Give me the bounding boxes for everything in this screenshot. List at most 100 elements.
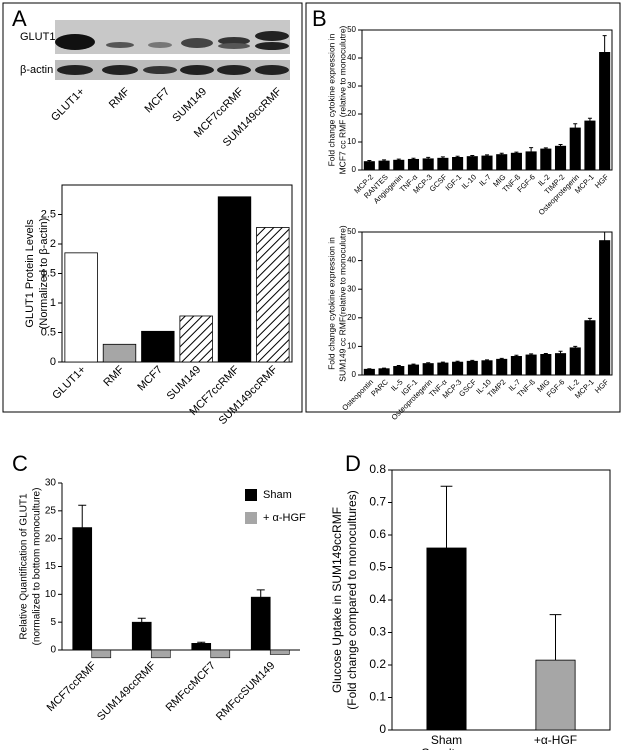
bar: [481, 360, 493, 376]
x-tick-label: SUM149ccRMF: [95, 659, 159, 723]
lane-label: GLUT1+: [49, 86, 87, 124]
bar: [393, 159, 405, 171]
y-tick-label: 0: [50, 645, 56, 656]
error-bar: [411, 363, 416, 365]
error-bar: [382, 159, 387, 162]
error-bar: [78, 504, 87, 528]
panel-label: C: [12, 451, 28, 476]
y-tick-label: 0: [352, 370, 357, 379]
y-axis-label: (Normalized to β-actin): [38, 218, 50, 329]
bar: [496, 358, 508, 376]
x-tick-label: PARC: [369, 377, 390, 398]
y-tick-label: 2: [50, 238, 56, 250]
y-tick-label: 0.4: [369, 592, 386, 606]
bar: [510, 356, 522, 376]
y-axis-label: Glucose Uptake in SUM149ccRMF: [330, 507, 344, 693]
legend-swatch: [245, 512, 257, 524]
error-bar: [256, 589, 265, 598]
y-axis-label: (normalized to bottom monoculture): [32, 488, 43, 646]
panel-frame: [2, 2, 303, 413]
error-bar: [367, 159, 372, 162]
y-tick-label: 0.5: [41, 326, 56, 338]
x-tick-label: IL-7: [477, 172, 493, 188]
bar: [540, 354, 552, 376]
y-tick-label: 50: [347, 25, 356, 34]
x-tick-label: MCF7ccRMF: [45, 660, 99, 714]
panel-label: D: [345, 451, 361, 476]
bar: [256, 227, 290, 363]
error-bar: [396, 365, 401, 367]
y-tick-label: 30: [347, 284, 356, 293]
y-axis-label: MCF7 cc RMF (relative to monoculutre): [337, 25, 347, 174]
bar: [554, 353, 567, 376]
bar: [378, 368, 390, 376]
y-tick-label: 0: [50, 356, 56, 368]
bar: [510, 152, 522, 171]
bar: [363, 161, 375, 171]
error-bar: [440, 156, 445, 159]
x-tick-label: HGF: [593, 377, 611, 395]
y-tick-label: 20: [347, 313, 356, 322]
x-tick-label: RMFccMCF7: [164, 660, 218, 714]
bar: [131, 621, 152, 651]
y-tick-label: 0.5: [369, 560, 386, 574]
bar: [599, 52, 611, 171]
error-bar: [529, 147, 534, 152]
lane-label: MCF7: [143, 86, 173, 116]
bar: [496, 154, 508, 171]
y-tick-label: 0.2: [369, 657, 386, 671]
x-tick-label: SUM149: [165, 364, 204, 403]
panel-frame: [305, 2, 621, 413]
bar: [525, 354, 537, 376]
error-bar: [470, 154, 475, 157]
bar: [269, 649, 290, 655]
bar: [179, 315, 213, 363]
error-bar: [426, 156, 431, 159]
bar: [250, 596, 271, 651]
bar: [569, 347, 581, 376]
y-tick-label: 0.3: [369, 625, 386, 639]
y-tick-label: 20: [45, 533, 57, 544]
bar: [363, 368, 375, 376]
bar: [535, 659, 576, 731]
bar: [584, 320, 596, 376]
error-bar: [573, 345, 578, 348]
bar: [554, 145, 567, 171]
bar: [141, 330, 175, 363]
error-bar: [367, 368, 372, 370]
y-tick-label: 0.8: [369, 462, 386, 476]
bar: [466, 360, 478, 376]
bar: [407, 364, 420, 376]
error-bar: [396, 158, 401, 161]
bar: [393, 366, 405, 376]
error-bar: [426, 362, 431, 364]
x-tick-label: Sham Coculture: [421, 733, 472, 750]
bar: [426, 547, 467, 731]
x-tick-label: HGF: [593, 172, 611, 190]
bar: [150, 649, 171, 659]
bar: [72, 527, 93, 651]
y-axis-label: SUM149 cc RMF(relative to monoculutre): [337, 225, 347, 382]
bar: [102, 343, 137, 363]
error-bar: [485, 359, 489, 361]
bar: [452, 361, 464, 376]
x-tick-label: +α-HGF: [533, 733, 578, 747]
bar: [569, 127, 581, 171]
error-bar: [573, 123, 578, 128]
error-bar: [602, 35, 607, 53]
error-bar: [137, 617, 146, 623]
error-bar: [543, 353, 548, 355]
y-tick-label: 0: [352, 165, 357, 174]
error-bar: [558, 350, 563, 354]
panel-label: B: [312, 6, 327, 31]
y-tick-label: 0.7: [369, 495, 386, 509]
bar: [437, 157, 449, 171]
x-tick-label: RMF: [101, 363, 127, 389]
bar: [540, 148, 552, 171]
bar: [466, 156, 478, 171]
bar: [191, 643, 212, 651]
x-tick-label: Osteopontin: [340, 377, 375, 412]
blot-row-label: β-actin: [20, 64, 53, 76]
